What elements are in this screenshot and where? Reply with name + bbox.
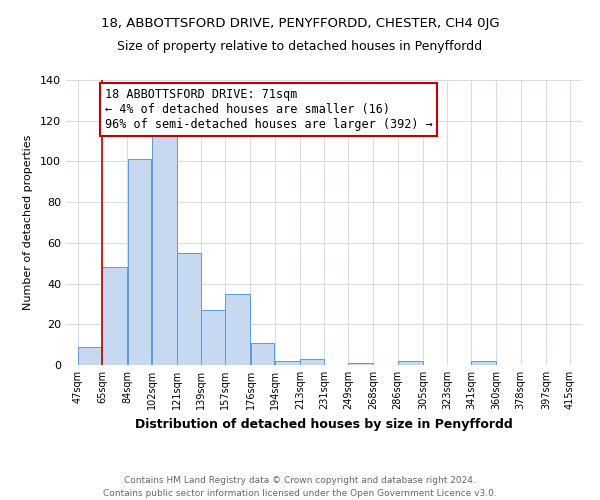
Text: Size of property relative to detached houses in Penyffordd: Size of property relative to detached ho… bbox=[118, 40, 482, 53]
Text: 18 ABBOTTSFORD DRIVE: 71sqm
← 4% of detached houses are smaller (16)
96% of semi: 18 ABBOTTSFORD DRIVE: 71sqm ← 4% of deta… bbox=[105, 88, 433, 131]
Bar bbox=[177, 253, 201, 365]
Bar bbox=[201, 310, 225, 365]
Bar bbox=[78, 346, 102, 365]
Bar bbox=[348, 363, 373, 365]
Bar bbox=[102, 268, 127, 365]
Bar bbox=[300, 359, 324, 365]
Bar bbox=[225, 294, 250, 365]
Y-axis label: Number of detached properties: Number of detached properties bbox=[23, 135, 33, 310]
Bar bbox=[152, 133, 177, 365]
Bar bbox=[471, 361, 496, 365]
Text: Contains public sector information licensed under the Open Government Licence v3: Contains public sector information licen… bbox=[103, 489, 497, 498]
X-axis label: Distribution of detached houses by size in Penyffordd: Distribution of detached houses by size … bbox=[135, 418, 513, 430]
Bar bbox=[128, 160, 151, 365]
Text: Contains HM Land Registry data © Crown copyright and database right 2024.: Contains HM Land Registry data © Crown c… bbox=[124, 476, 476, 485]
Bar bbox=[275, 361, 300, 365]
Bar bbox=[251, 342, 274, 365]
Text: 18, ABBOTTSFORD DRIVE, PENYFFORDD, CHESTER, CH4 0JG: 18, ABBOTTSFORD DRIVE, PENYFFORDD, CHEST… bbox=[101, 18, 499, 30]
Bar bbox=[398, 361, 423, 365]
